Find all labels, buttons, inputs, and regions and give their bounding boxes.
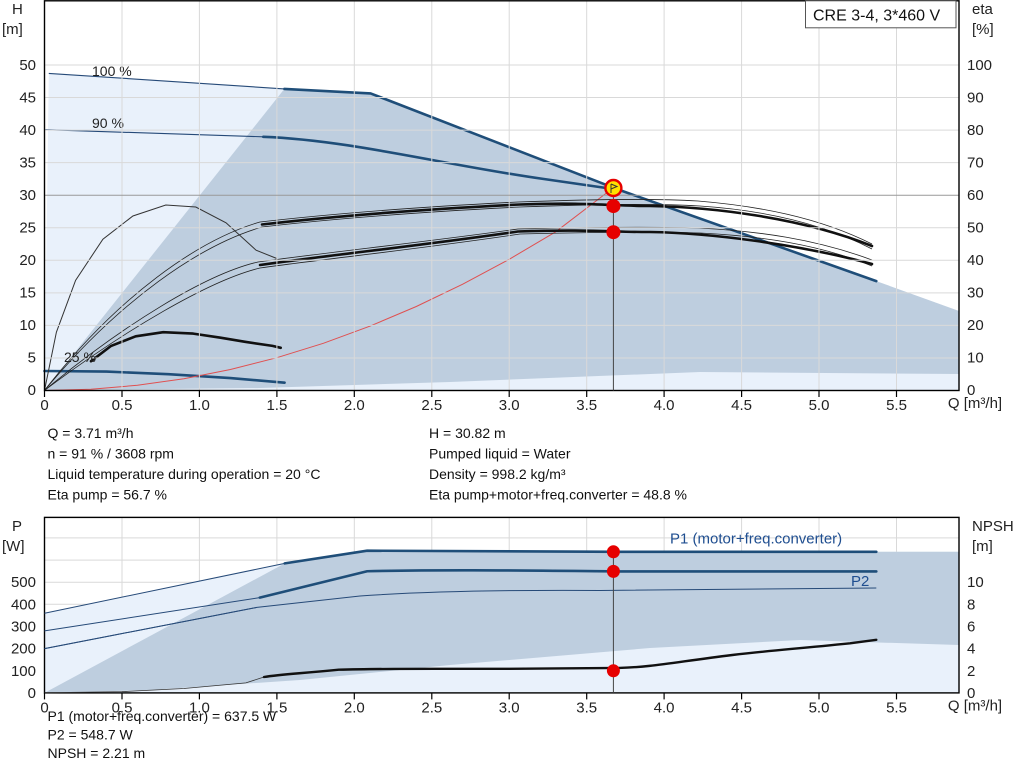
svg-text:500: 500 <box>11 574 36 591</box>
svg-text:25 %: 25 % <box>64 349 96 365</box>
svg-text:0: 0 <box>967 382 975 399</box>
svg-text:0: 0 <box>28 685 36 702</box>
svg-text:10: 10 <box>967 574 984 591</box>
svg-text:300: 300 <box>11 619 36 636</box>
svg-text:2.0: 2.0 <box>344 700 365 717</box>
svg-text:P1 (motor+freq.converter) = 63: P1 (motor+freq.converter) = 637.5 W <box>48 708 278 724</box>
svg-text:8: 8 <box>967 596 975 613</box>
svg-text:4.5: 4.5 <box>731 700 752 717</box>
svg-text:100: 100 <box>11 663 36 680</box>
svg-text:n = 91 % / 3608 rpm: n = 91 % / 3608 rpm <box>48 446 174 462</box>
svg-text:4.0: 4.0 <box>654 397 675 414</box>
svg-text:1.5: 1.5 <box>266 397 287 414</box>
svg-text:30: 30 <box>19 187 36 204</box>
svg-text:0: 0 <box>40 397 48 414</box>
svg-text:2: 2 <box>967 663 975 680</box>
svg-text:0: 0 <box>28 382 36 399</box>
svg-text:Eta pump+motor+freq.converter: Eta pump+motor+freq.converter = 48.8 % <box>429 487 687 503</box>
svg-text:2.5: 2.5 <box>421 700 442 717</box>
svg-text:[W]: [W] <box>2 538 25 555</box>
svg-text:100: 100 <box>967 57 992 74</box>
svg-text:4: 4 <box>967 641 975 658</box>
svg-text:0.5: 0.5 <box>112 397 133 414</box>
svg-text:5: 5 <box>28 350 36 367</box>
svg-text:3.0: 3.0 <box>499 700 520 717</box>
svg-text:H: H <box>12 1 23 18</box>
svg-text:1.0: 1.0 <box>189 397 210 414</box>
svg-text:45: 45 <box>19 90 36 107</box>
svg-text:[m]: [m] <box>972 538 993 555</box>
svg-text:50: 50 <box>967 220 984 237</box>
svg-text:NPSH: NPSH <box>972 518 1014 535</box>
svg-text:P2: P2 <box>851 573 869 590</box>
svg-text:NPSH = 2.21 m: NPSH = 2.21 m <box>48 745 146 761</box>
svg-text:20: 20 <box>967 317 984 334</box>
svg-text:10: 10 <box>19 317 36 334</box>
svg-text:4.0: 4.0 <box>654 700 675 717</box>
svg-text:30: 30 <box>967 285 984 302</box>
svg-text:Eta pump = 56.7 %: Eta pump = 56.7 % <box>48 487 167 503</box>
svg-text:Pumped liquid = Water: Pumped liquid = Water <box>429 446 571 462</box>
svg-text:P2 = 548.7 W: P2 = 548.7 W <box>48 727 134 743</box>
svg-text:Density = 998.2 kg/m³: Density = 998.2 kg/m³ <box>429 466 566 482</box>
svg-text:P: P <box>12 518 22 535</box>
svg-text:40: 40 <box>967 252 984 269</box>
svg-text:5.0: 5.0 <box>809 700 830 717</box>
svg-text:200: 200 <box>11 641 36 658</box>
svg-text:25: 25 <box>19 220 36 237</box>
svg-text:15: 15 <box>19 285 36 302</box>
svg-text:2.0: 2.0 <box>344 397 365 414</box>
svg-text:70: 70 <box>967 155 984 172</box>
svg-text:90: 90 <box>967 90 984 107</box>
svg-text:35: 35 <box>19 155 36 172</box>
svg-text:3.5: 3.5 <box>576 397 597 414</box>
svg-text:50: 50 <box>19 57 36 74</box>
svg-text:400: 400 <box>11 596 36 613</box>
svg-text:P1 (motor+freq.converter): P1 (motor+freq.converter) <box>670 531 842 548</box>
svg-text:80: 80 <box>967 122 984 139</box>
svg-text:40: 40 <box>19 122 36 139</box>
svg-text:20: 20 <box>19 252 36 269</box>
svg-text:CRE 3-4, 3*460 V: CRE 3-4, 3*460 V <box>813 8 941 25</box>
svg-text:4.5: 4.5 <box>731 397 752 414</box>
svg-text:H = 30.82 m: H = 30.82 m <box>429 425 506 441</box>
svg-text:Q = 3.71 m³/h: Q = 3.71 m³/h <box>48 425 134 441</box>
svg-text:6: 6 <box>967 619 975 636</box>
svg-text:5.0: 5.0 <box>809 397 830 414</box>
svg-text:0: 0 <box>967 685 975 702</box>
svg-text:10: 10 <box>967 350 984 367</box>
svg-text:[%]: [%] <box>972 21 994 38</box>
svg-text:[m]: [m] <box>2 21 23 38</box>
svg-text:Liquid temperature during oper: Liquid temperature during operation = 20… <box>48 466 321 482</box>
svg-text:60: 60 <box>967 187 984 204</box>
svg-text:5.5: 5.5 <box>886 397 907 414</box>
svg-text:eta: eta <box>972 1 994 18</box>
svg-text:5.5: 5.5 <box>886 700 907 717</box>
svg-text:90 %: 90 % <box>92 115 124 131</box>
svg-text:2.5: 2.5 <box>421 397 442 414</box>
svg-text:3.0: 3.0 <box>499 397 520 414</box>
svg-text:3.5: 3.5 <box>576 700 597 717</box>
